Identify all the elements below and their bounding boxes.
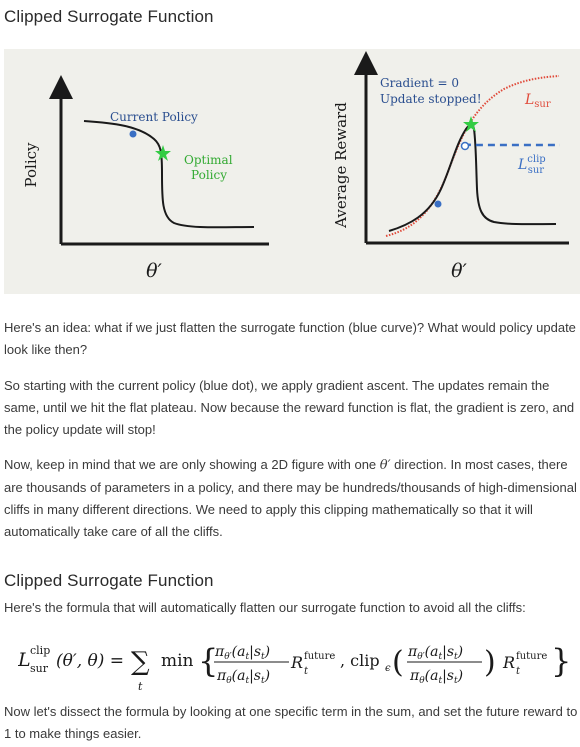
paragraph-3: Now, keep in mind that we are only showi… bbox=[4, 457, 577, 539]
formula-intro: Here's the formula that will automatical… bbox=[4, 600, 526, 615]
svg-text:(: ( bbox=[392, 645, 404, 680]
svg-text:t: t bbox=[516, 666, 521, 677]
formula-svg: L clip sur (θ′, θ) = ∑ t min { πθ′(at|st… bbox=[18, 642, 571, 693]
clipped-curve bbox=[463, 142, 560, 147]
svg-text:(θ′, θ) =: (θ′, θ) = bbox=[56, 651, 124, 671]
left-ylabel: Policy bbox=[22, 142, 40, 188]
reward-curve bbox=[388, 123, 557, 232]
lclip-label: Lclip sur bbox=[517, 154, 546, 176]
svg-text:ϵ: ϵ bbox=[385, 663, 391, 674]
svg-text:R: R bbox=[502, 653, 515, 672]
left-xlabel: θ′ bbox=[146, 260, 162, 282]
svg-text:∑: ∑ bbox=[131, 647, 150, 677]
right-plot: Average Reward θ′ Gradient = 0 Update st… bbox=[332, 51, 569, 282]
svg-text:πθ(at|st): πθ(at|st) bbox=[216, 668, 270, 686]
current-policy-label: Current Policy bbox=[110, 110, 198, 124]
surrogate-figure: Policy θ′ Current Policy Optimal Policy … bbox=[4, 49, 580, 294]
svg-text:πθ(at|st): πθ(at|st) bbox=[409, 668, 463, 686]
svg-text:): ) bbox=[484, 645, 496, 680]
svg-text:, clip: , clip bbox=[340, 651, 380, 670]
svg-text:L: L bbox=[18, 649, 31, 671]
section-title: Clipped Surrogate Function bbox=[4, 7, 214, 26]
svg-text:πθ′(at|st): πθ′(at|st) bbox=[407, 644, 463, 662]
svg-text:{: { bbox=[198, 642, 218, 680]
update-dot-1 bbox=[434, 200, 442, 208]
formula: L clip sur (θ′, θ) = ∑ t min { πθ′(at|st… bbox=[18, 634, 578, 694]
optimal-label-line1: Optimal bbox=[184, 153, 233, 167]
update-dot-2 bbox=[460, 141, 470, 151]
svg-text:future: future bbox=[516, 651, 547, 662]
surrogate-curve bbox=[385, 75, 560, 237]
closing-paragraph: Now let's dissect the formula by looking… bbox=[4, 704, 578, 741]
section2-title: Clipped Surrogate Function bbox=[4, 571, 214, 590]
update-stopped-label: Update stopped! bbox=[380, 92, 482, 106]
right-xlabel: θ′ bbox=[451, 260, 467, 282]
optimal-reward-star-icon bbox=[463, 116, 479, 132]
optimal-policy-star-icon bbox=[155, 145, 171, 161]
current-policy-dot bbox=[129, 130, 137, 138]
policy-curve bbox=[83, 120, 255, 229]
gradient-label: Gradient = 0 bbox=[380, 76, 459, 90]
svg-text:sur: sur bbox=[30, 662, 49, 675]
svg-text:R: R bbox=[290, 653, 303, 672]
lsur-label: Lsur bbox=[524, 92, 551, 110]
svg-text:t: t bbox=[304, 666, 309, 677]
paragraph-2: So starting with the current policy (blu… bbox=[4, 378, 575, 437]
left-plot: Policy θ′ Current Policy Optimal Policy bbox=[22, 75, 269, 282]
svg-text:}: } bbox=[551, 642, 571, 680]
svg-text:πθ′(at|st): πθ′(at|st) bbox=[214, 644, 270, 662]
optimal-label-line2: Policy bbox=[191, 168, 227, 182]
right-ylabel: Average Reward bbox=[332, 102, 350, 229]
figure-svg: Policy θ′ Current Policy Optimal Policy … bbox=[22, 51, 569, 282]
svg-text:min: min bbox=[161, 651, 194, 671]
svg-text:clip: clip bbox=[30, 644, 50, 657]
svg-text:future: future bbox=[304, 651, 335, 662]
svg-text:t: t bbox=[138, 680, 143, 693]
paragraph-1: Here's an idea: what if we just flatten … bbox=[4, 320, 576, 357]
